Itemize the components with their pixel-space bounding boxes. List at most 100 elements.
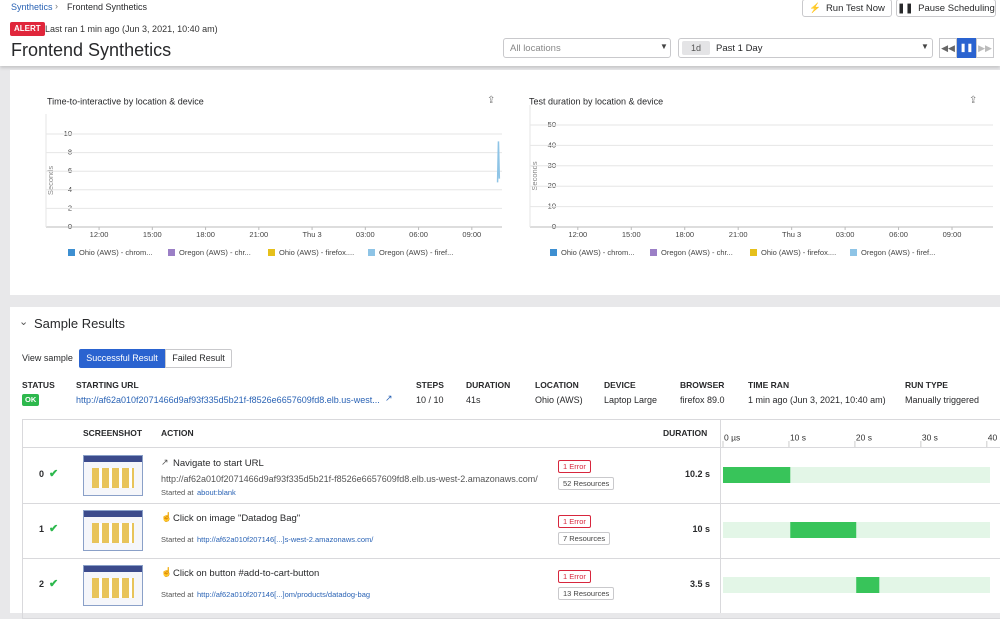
charts-panel — [10, 70, 1000, 295]
last-ran: Last ran 1 min ago (Jun 3, 2021, 10:40 a… — [45, 24, 218, 34]
tab-active[interactable]: Successful Result — [79, 349, 165, 368]
started-label: Started at — [161, 590, 194, 599]
x-tick-label: 18:00 — [196, 230, 215, 239]
summary-header: DURATION — [466, 380, 511, 390]
legend-swatch — [368, 249, 375, 256]
y-tick-label: 20 — [548, 181, 556, 190]
location-dropdown[interactable] — [503, 38, 671, 58]
step-forward-button[interactable]: ▶▶ — [976, 38, 994, 58]
action-icon: ↗ — [161, 457, 169, 467]
summary-header: LOCATION — [535, 380, 579, 390]
y-axis-label: Seconds — [530, 161, 539, 190]
step-index: 1 — [39, 524, 45, 534]
timeline-bar — [723, 467, 791, 483]
y-tick-label: 50 — [548, 120, 556, 129]
run-test-button[interactable]: ⚡ Run Test Now — [802, 0, 892, 17]
table-header: SCREENSHOT — [83, 428, 143, 438]
legend-swatch — [650, 249, 657, 256]
duration-label: 10 s — [692, 524, 710, 534]
ok-badge: OK — [22, 394, 40, 406]
error-badge[interactable]: 1 Error — [558, 460, 591, 473]
x-tick-label: 12:00 — [90, 230, 109, 239]
button-label: Run Test Now — [825, 2, 885, 14]
y-tick-label: 30 — [548, 161, 556, 170]
breadcrumb-link[interactable]: Synthetics — [11, 2, 53, 12]
timeline-divider — [720, 419, 721, 613]
pause-button[interactable]: ❚❚ Pause Scheduling — [896, 0, 996, 17]
legend-label: Ohio (AWS) - firefox.... — [761, 248, 836, 257]
legend-label: Oregon (AWS) - firef... — [861, 248, 935, 257]
action-label: Navigate to start URL — [173, 458, 264, 469]
x-tick-label: 03:00 — [836, 230, 855, 239]
started-link[interactable]: http://af62a010f207146[...]s-west-2.amaz… — [197, 535, 374, 544]
collapse-chevron[interactable]: ⌄ — [19, 316, 29, 328]
started-link[interactable]: http://af62a010f207146[...]om/products/d… — [197, 590, 371, 599]
resources-badge[interactable]: 7 Resources — [558, 532, 611, 545]
y-tick-label: 10 — [64, 129, 72, 138]
x-tick-label: 21:00 — [729, 230, 748, 239]
step-back-button[interactable]: ◀◀ — [939, 38, 957, 58]
duration-label: 3.5 s — [689, 579, 710, 589]
sample-results-panel — [10, 307, 1000, 613]
summary-header: DEVICE — [604, 380, 636, 390]
y-tick-label: 40 — [548, 140, 556, 149]
step-url: http://af62a010f2071466d9af93f335d5b21f-… — [161, 474, 538, 484]
y-tick-label: 4 — [68, 185, 72, 194]
pause-live-button[interactable]: ❚❚ — [957, 38, 976, 58]
screenshot-thumbnail[interactable] — [83, 510, 143, 551]
breadcrumb-separator: › — [55, 1, 58, 11]
series-line — [496, 141, 501, 183]
error-badge[interactable]: 1 Error — [558, 515, 591, 528]
x-tick-label: 06:00 — [889, 230, 908, 239]
bolt-icon: ⚡ — [809, 2, 821, 14]
legend-label: Oregon (AWS) - chr... — [179, 248, 251, 257]
tab[interactable]: Failed Result — [165, 349, 232, 368]
error-badge[interactable]: 1 Error — [558, 570, 591, 583]
row-divider — [22, 447, 1000, 448]
thumb-content — [92, 468, 134, 488]
x-tick-label: 18:00 — [675, 230, 694, 239]
resources-badge[interactable]: 52 Resources — [558, 477, 615, 490]
legend-label: Oregon (AWS) - firef... — [379, 248, 453, 257]
legend-swatch — [550, 249, 557, 256]
x-tick-label: 12:00 — [568, 230, 587, 239]
view-sample-label: View sample — [22, 353, 73, 363]
legend-label: Ohio (AWS) - chrom... — [561, 248, 634, 257]
started-label: Started at — [161, 488, 194, 497]
time-dropdown[interactable] — [678, 38, 933, 58]
x-tick-label: 03:00 — [356, 230, 375, 239]
action-label: Click on button #add-to-cart-button — [173, 568, 320, 579]
started-label: Started at — [161, 535, 194, 544]
export-icon[interactable]: ⇪ — [487, 95, 496, 106]
legend-swatch — [750, 249, 757, 256]
x-tick-label: 21:00 — [249, 230, 268, 239]
resources-badge[interactable]: 13 Resources — [558, 587, 615, 600]
summary-value: Laptop Large — [604, 395, 658, 405]
alert-badge: ALERT — [10, 22, 45, 36]
dropdown-caret: ▼ — [660, 42, 668, 51]
button-label: Pause Scheduling — [918, 2, 995, 14]
dropdown-value: All locations — [510, 43, 561, 54]
check-icon: ✔ — [49, 523, 59, 535]
thumb-bar — [84, 566, 142, 572]
y-axis-label: Seconds — [46, 166, 55, 195]
timeline-bar — [856, 577, 880, 593]
legend-swatch — [850, 249, 857, 256]
x-tick-label: 15:00 — [622, 230, 641, 239]
dropdown-caret: ▼ — [921, 42, 929, 51]
export-icon[interactable]: ⇪ — [969, 95, 978, 106]
x-tick-label: 06:00 — [409, 230, 428, 239]
screenshot-thumbnail[interactable] — [83, 455, 143, 496]
timeline-tick-label: 30 s — [922, 432, 938, 442]
summary-header: STATUS — [22, 380, 55, 390]
row-divider — [22, 558, 1000, 559]
screenshot-thumbnail[interactable] — [83, 565, 143, 606]
check-icon: ✔ — [49, 578, 59, 590]
starting-url[interactable]: http://af62a010f2071466d9af93f335d5b21f-… — [76, 395, 380, 405]
started-link[interactable]: about:blank — [197, 488, 236, 497]
y-tick-label: 8 — [68, 148, 72, 157]
thumb-content — [92, 523, 134, 543]
timeline-track — [723, 522, 990, 538]
